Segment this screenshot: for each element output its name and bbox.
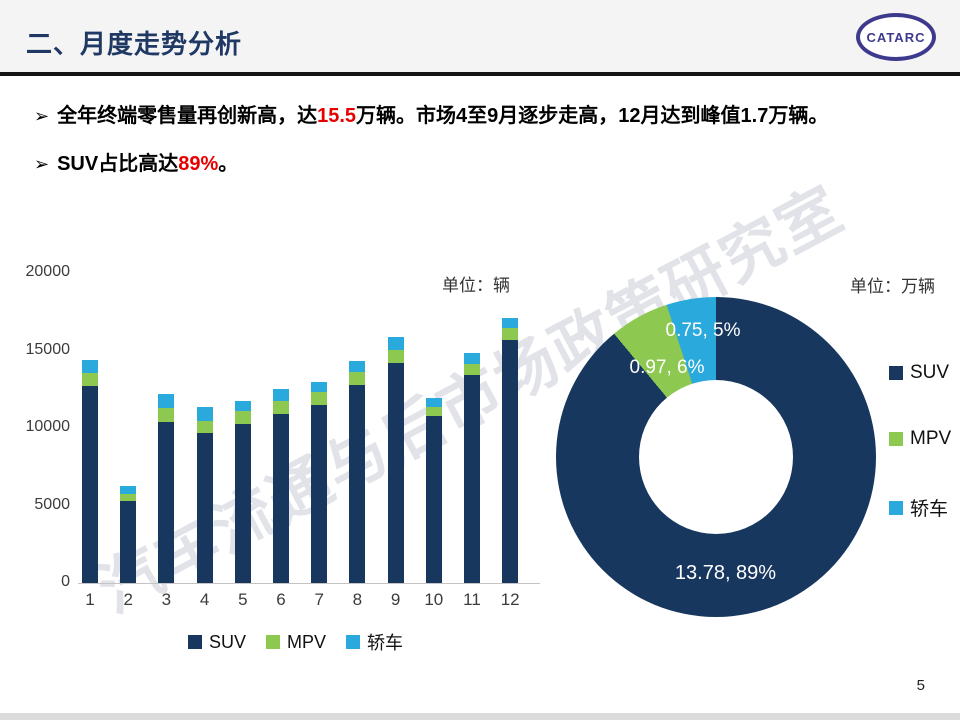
bar-month-9-suv-segment xyxy=(387,362,404,583)
slice-label-mpv: 0.97, 6% xyxy=(629,357,705,378)
bar-x-label-10: 10 xyxy=(424,590,444,609)
bar-month-10-suv-segment xyxy=(425,416,442,583)
bullet-text: SUV占比高达89%。 xyxy=(57,153,239,175)
highlight-value: 89% xyxy=(178,153,219,175)
bottom-edge-strip xyxy=(0,713,960,720)
suv-swatch-icon xyxy=(889,366,903,380)
legend-label: SUV xyxy=(910,362,950,383)
slide-header: 二、月度走势分析 CATARC xyxy=(0,0,960,76)
bar-x-label-5: 5 xyxy=(238,590,248,609)
legend-item-suv: SUV xyxy=(889,362,951,384)
page-number: 5 xyxy=(916,677,925,694)
legend-item-mpv: MPV xyxy=(266,632,326,653)
bar-month-9-mpv-segment xyxy=(387,350,404,363)
highlight-value: 15.5 xyxy=(317,105,357,127)
bar-month-1-sedan-segment xyxy=(82,359,98,373)
page-title: 二、月度走势分析 xyxy=(26,29,243,59)
sedan-swatch-icon xyxy=(889,500,903,515)
bar-month-1-mpv-segment xyxy=(82,372,98,387)
bar-month-7-sedan-segment xyxy=(311,381,328,392)
catarc-logo-icon: CATARC xyxy=(856,13,936,61)
bullet-suv-share: ➢ SUV占比高达89%。 xyxy=(34,150,939,178)
bar-month-6-mpv-segment xyxy=(273,400,289,415)
bar-month-11-sedan-segment xyxy=(464,353,480,364)
bar-x-label-12: 12 xyxy=(500,590,520,609)
legend-item-sedan: 轿车 xyxy=(346,629,403,655)
suv-swatch-icon xyxy=(188,635,202,649)
pie-chart-unit-label: 单位：万辆 xyxy=(850,277,935,296)
pie-chart-legend: SUV MPV 轿车 xyxy=(889,362,951,521)
bar-x-label-6: 6 xyxy=(276,590,286,609)
bar-month-4-sedan-segment xyxy=(196,407,213,421)
bar-month-6-suv-segment xyxy=(273,414,289,583)
bar-month-4-mpv-segment xyxy=(196,420,213,433)
bar-month-12-sedan-segment xyxy=(502,318,519,329)
donut-hole xyxy=(639,380,793,534)
bar-month-3-sedan-segment xyxy=(158,394,175,409)
bullet-annual-sales: ➢ 全年终端零售量再创新高，达15.5万辆。市场4至9月逐步走高，12月达到峰值1… xyxy=(34,102,939,130)
bar-month-7-mpv-segment xyxy=(311,391,328,405)
bar-month-2-suv-segment xyxy=(120,500,137,583)
bar-y-tick-20000: 20000 xyxy=(25,263,71,280)
slice-label-sedan: 0.75, 5% xyxy=(665,320,741,341)
bar-month-3-suv-segment xyxy=(158,421,175,583)
bar-month-8-sedan-segment xyxy=(349,360,366,372)
bullet-arrow-icon: ➢ xyxy=(34,106,50,126)
mpv-swatch-icon xyxy=(889,432,903,446)
bar-month-11-mpv-segment xyxy=(464,363,480,376)
bar-x-label-11: 11 xyxy=(463,590,481,609)
legend-label: 轿车 xyxy=(910,499,949,520)
legend-label: SUV xyxy=(209,631,247,652)
bar-y-tick-15000: 15000 xyxy=(25,340,71,358)
bar-month-6-sedan-segment xyxy=(273,389,289,401)
bar-y-tick-0: 0 xyxy=(61,573,70,590)
bar-x-label-8: 8 xyxy=(352,590,363,609)
legend-item-suv: SUV xyxy=(188,632,246,653)
bar-month-10-sedan-segment xyxy=(425,398,442,408)
bar-x-label-1: 1 xyxy=(85,590,95,609)
bar-month-2-sedan-segment xyxy=(120,486,137,494)
bar-month-9-sedan-segment xyxy=(387,337,404,351)
bar-chart-plot: 0 5000 10000 15000 20000 1 2 3 4 5 6 7 8 9 10 11 12 xyxy=(26,263,540,609)
legend-item-sedan: 轿车 xyxy=(889,494,951,521)
bar-x-label-3: 3 xyxy=(161,590,172,609)
sedan-swatch-icon xyxy=(346,635,361,649)
logo-text: CATARC xyxy=(866,29,926,45)
bar-month-10-mpv-segment xyxy=(425,407,442,417)
bar-y-tick-5000: 5000 xyxy=(34,495,70,513)
bar-month-8-suv-segment xyxy=(349,384,366,583)
bar-month-8-mpv-segment xyxy=(349,371,366,385)
bar-month-4-suv-segment xyxy=(196,432,213,583)
bullet-arrow-icon: ➢ xyxy=(34,154,50,174)
bar-x-label-9: 9 xyxy=(390,590,401,609)
bullet-list: ➢ 全年终端零售量再创新高，达15.5万辆。市场4至9月逐步走高，12月达到峰值1… xyxy=(34,102,939,198)
legend-item-mpv: MPV xyxy=(889,428,951,450)
bar-chart-unit-label: 单位：辆 xyxy=(442,276,510,295)
bar-x-label-7: 7 xyxy=(314,590,324,609)
legend-label: 轿车 xyxy=(367,633,404,653)
slice-label-suv: 13.78, 89% xyxy=(674,562,777,584)
bar-x-label-4: 4 xyxy=(199,590,210,609)
bar-month-3-mpv-segment xyxy=(158,408,175,422)
bullet-text: 全年终端零售量再创新高，达15.5万辆。市场4至9月逐步走高，12月达到峰值1.… xyxy=(57,105,829,127)
bar-month-2-mpv-segment xyxy=(120,493,137,501)
bar-month-12-suv-segment xyxy=(502,340,519,583)
legend-label: MPV xyxy=(910,428,952,449)
mpv-swatch-icon xyxy=(266,635,281,649)
bar-month-7-suv-segment xyxy=(311,404,328,583)
bar-month-1-suv-segment xyxy=(82,386,98,583)
bar-x-label-2: 2 xyxy=(123,590,133,609)
bar-month-5-mpv-segment xyxy=(234,410,251,425)
bar-month-5-suv-segment xyxy=(234,424,251,583)
bar-y-tick-10000: 10000 xyxy=(25,418,71,435)
bar-month-11-suv-segment xyxy=(464,375,480,583)
bar-chart-legend: SUV MPV 轿车 xyxy=(188,629,403,655)
bar-month-12-mpv-segment xyxy=(502,328,519,341)
legend-label: MPV xyxy=(287,631,327,652)
bar-month-5-sedan-segment xyxy=(234,400,251,411)
